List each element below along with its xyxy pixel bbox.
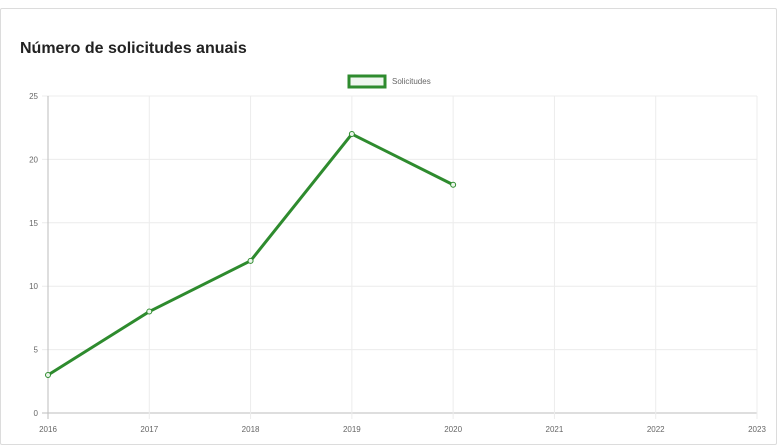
x-tick-label: 2023	[748, 425, 766, 434]
grid	[42, 95, 758, 419]
x-tick-label: 2019	[343, 425, 361, 434]
y-tick-label: 10	[29, 282, 38, 291]
legend-swatch[interactable]	[347, 74, 387, 89]
chart-panel	[0, 8, 777, 445]
x-tick-label: 2018	[242, 425, 260, 434]
y-tick-label: 25	[29, 92, 38, 101]
data-point[interactable]	[45, 371, 51, 378]
data-point[interactable]	[146, 308, 153, 315]
data-point[interactable]	[450, 181, 457, 188]
data-point[interactable]	[348, 131, 355, 138]
x-tick-label: 2021	[546, 425, 564, 434]
chart-title: Número de solicitudes anuais	[20, 40, 247, 57]
y-tick-label: 5	[34, 346, 39, 355]
data-point[interactable]	[247, 257, 254, 264]
y-tick-label: 20	[29, 155, 38, 164]
series	[45, 131, 457, 378]
x-tick-label: 2022	[647, 425, 665, 434]
x-tick-label: 2020	[444, 425, 462, 434]
legend-label[interactable]: Solicitudes	[392, 77, 431, 86]
x-tick-label: 2017	[140, 425, 158, 434]
legend[interactable]: Solicitudes	[347, 74, 431, 89]
axes: 0 5 10 15 20 25 2016 2017 2018 2019 2020 2021 2022 20…	[29, 92, 766, 434]
y-tick-label: 0	[34, 409, 39, 418]
y-tick-label: 15	[29, 219, 38, 228]
x-tick-label: 2016	[39, 425, 57, 434]
